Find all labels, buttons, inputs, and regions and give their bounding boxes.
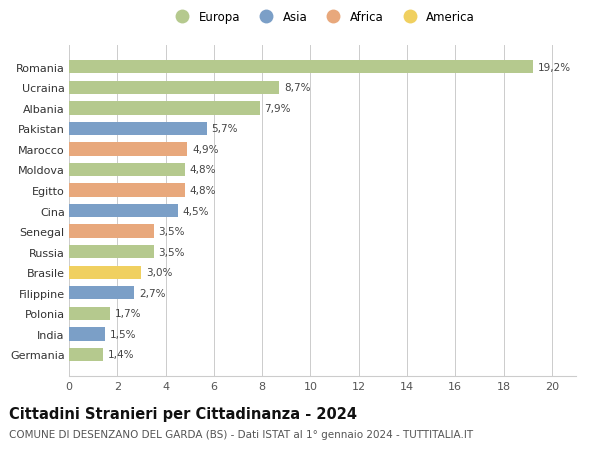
- Bar: [69, 348, 103, 361]
- Bar: [69, 246, 154, 259]
- Bar: [69, 328, 105, 341]
- Text: 4,9%: 4,9%: [192, 145, 218, 155]
- Bar: [69, 307, 110, 320]
- Bar: [69, 225, 154, 238]
- Bar: [69, 286, 134, 300]
- Bar: [69, 102, 260, 115]
- Text: 4,8%: 4,8%: [190, 165, 216, 175]
- Text: 4,8%: 4,8%: [190, 185, 216, 196]
- Text: 1,4%: 1,4%: [107, 350, 134, 360]
- Text: 2,7%: 2,7%: [139, 288, 166, 298]
- Text: 4,5%: 4,5%: [182, 206, 209, 216]
- Bar: [69, 81, 279, 95]
- Text: COMUNE DI DESENZANO DEL GARDA (BS) - Dati ISTAT al 1° gennaio 2024 - TUTTITALIA.: COMUNE DI DESENZANO DEL GARDA (BS) - Dat…: [9, 429, 473, 439]
- Text: 1,7%: 1,7%: [115, 309, 142, 319]
- Bar: [69, 184, 185, 197]
- Legend: Europa, Asia, Africa, America: Europa, Asia, Africa, America: [168, 9, 477, 27]
- Bar: [69, 123, 206, 136]
- Text: 19,2%: 19,2%: [538, 62, 571, 73]
- Text: 1,5%: 1,5%: [110, 329, 137, 339]
- Bar: [69, 204, 178, 218]
- Text: 3,5%: 3,5%: [158, 247, 185, 257]
- Bar: [69, 163, 185, 177]
- Text: 5,7%: 5,7%: [211, 124, 238, 134]
- Text: Cittadini Stranieri per Cittadinanza - 2024: Cittadini Stranieri per Cittadinanza - 2…: [9, 406, 357, 421]
- Text: 8,7%: 8,7%: [284, 83, 310, 93]
- Text: 3,5%: 3,5%: [158, 227, 185, 237]
- Bar: [69, 143, 187, 156]
- Bar: [69, 266, 142, 280]
- Text: 7,9%: 7,9%: [265, 104, 291, 113]
- Text: 3,0%: 3,0%: [146, 268, 173, 278]
- Bar: [69, 61, 533, 74]
